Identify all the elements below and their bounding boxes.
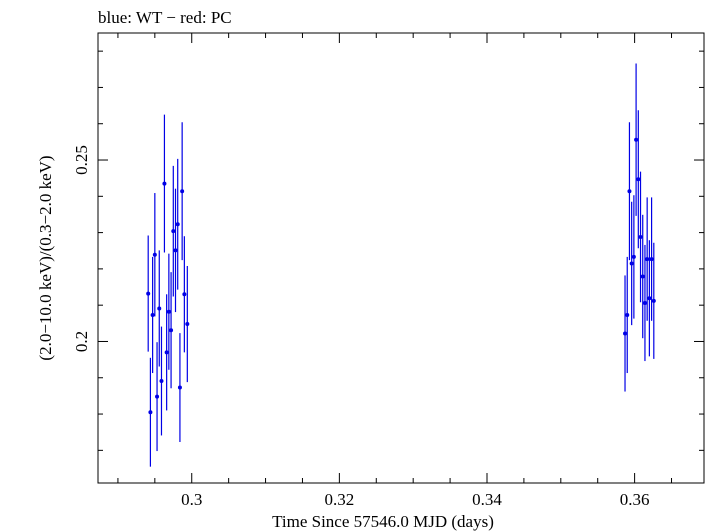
data-point — [642, 244, 647, 362]
point-marker — [638, 234, 643, 239]
data-point — [185, 265, 190, 383]
data-point — [180, 122, 185, 261]
point-marker — [640, 274, 645, 279]
data-point — [152, 193, 157, 317]
x-tick-label: 0.3 — [181, 490, 202, 509]
point-marker — [651, 298, 656, 303]
data-point — [175, 158, 180, 290]
x-axis-label: Time Since 57546.0 MJD (days) — [272, 512, 494, 531]
data-point — [162, 114, 167, 253]
point-marker — [155, 394, 160, 399]
data-point — [159, 326, 164, 436]
data-point — [171, 165, 176, 297]
point-marker — [629, 261, 634, 266]
point-marker — [636, 177, 641, 182]
point-marker — [185, 322, 190, 327]
data-point — [155, 342, 160, 452]
plot-frame — [97, 32, 705, 484]
data-point — [636, 110, 641, 249]
point-marker — [175, 222, 180, 227]
data-point — [169, 272, 174, 389]
point-marker — [642, 301, 647, 305]
axis-ticks — [98, 33, 704, 483]
point-marker — [631, 254, 636, 259]
data-points — [146, 63, 656, 467]
data-point — [638, 171, 643, 303]
data-point — [177, 333, 182, 442]
point-marker — [649, 257, 654, 262]
point-marker — [148, 410, 153, 415]
data-point — [173, 188, 178, 313]
point-marker — [627, 189, 632, 194]
point-marker — [645, 257, 650, 262]
point-marker — [159, 379, 164, 384]
data-point — [166, 253, 171, 370]
point-marker — [182, 292, 187, 297]
x-tick-label: 0.34 — [472, 490, 502, 509]
data-point — [627, 122, 632, 261]
data-point — [148, 357, 153, 467]
point-marker — [162, 181, 167, 186]
x-tick-label: 0.36 — [620, 490, 650, 509]
point-marker — [625, 312, 630, 317]
point-marker — [634, 137, 639, 142]
chart-header: blue: WT − red: PC — [98, 8, 232, 27]
y-axis-label: (2.0−10.0 keV)/(0.3−2.0 keV) — [36, 155, 55, 360]
data-point — [164, 294, 169, 411]
point-marker — [164, 350, 169, 355]
point-marker — [171, 229, 176, 234]
data-point — [625, 256, 630, 374]
data-point — [157, 250, 162, 367]
data-point — [629, 201, 634, 326]
y-tick-label: 0.2 — [72, 331, 91, 352]
x-tick-label: 0.32 — [324, 490, 354, 509]
data-point — [150, 256, 155, 374]
point-marker — [157, 306, 162, 311]
data-point — [647, 240, 652, 357]
point-marker — [647, 296, 652, 301]
point-marker — [177, 385, 182, 390]
data-point — [640, 214, 645, 339]
point-marker — [623, 331, 628, 336]
point-marker — [150, 312, 155, 317]
data-point — [146, 235, 151, 352]
data-point — [649, 197, 654, 321]
point-marker — [173, 248, 178, 253]
y-tick-label: 0.25 — [72, 145, 91, 175]
data-point — [651, 242, 656, 359]
data-point — [631, 195, 636, 319]
point-marker — [169, 328, 174, 333]
point-marker — [152, 252, 157, 257]
tick-labels: 0.3 0.32 0.34 0.36 0.2 0.25 — [72, 145, 649, 509]
point-marker — [146, 291, 151, 296]
data-point — [623, 275, 628, 392]
data-point — [645, 197, 650, 321]
point-marker — [180, 189, 185, 194]
data-point — [634, 63, 639, 216]
data-point — [182, 236, 187, 353]
point-marker — [166, 309, 171, 314]
